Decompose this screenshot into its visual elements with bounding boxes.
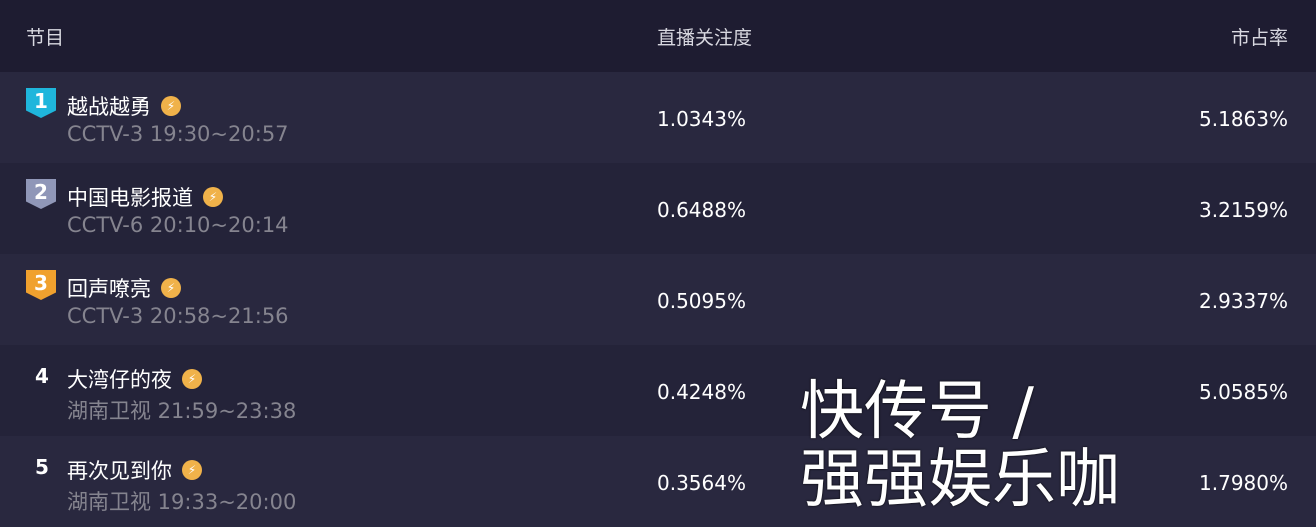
program-title-wrap: 中国电影报道 ⚡ <box>67 182 223 212</box>
channel-time: CCTV-3 20:58~21:56 <box>67 304 289 328</box>
channel-time: 湖南卫视 21:59~23:38 <box>67 399 297 423</box>
channel-time: CCTV-3 19:30~20:57 <box>67 122 289 146</box>
header-attention[interactable]: 直播关注度 <box>657 26 753 49</box>
table-row[interactable]: 4 大湾仔的夜 ⚡ 湖南卫视 21:59~23:38 0.4248% 5.0585… <box>0 345 1316 436</box>
program-title-wrap: 回声嘹亮 ⚡ <box>67 273 181 303</box>
program-title[interactable]: 大湾仔的夜 <box>67 368 172 392</box>
program-title[interactable]: 越战越勇 <box>67 95 151 119</box>
header-share[interactable]: 市占率 <box>1230 26 1288 49</box>
attention-value: 0.5095% <box>657 289 746 313</box>
share-value: 2.9337% <box>1199 289 1288 313</box>
lightning-icon: ⚡ <box>182 460 202 480</box>
program-title[interactable]: 再次见到你 <box>67 459 172 483</box>
channel-time: 湖南卫视 19:33~20:00 <box>67 490 297 514</box>
channel-time: CCTV-6 20:10~20:14 <box>67 213 289 237</box>
ranking-list: 1 越战越勇 ⚡ CCTV-3 19:30~20:57 1.0343% 5.186… <box>0 72 1316 527</box>
lightning-icon: ⚡ <box>182 369 202 389</box>
program-title[interactable]: 中国电影报道 <box>67 186 193 210</box>
table-row[interactable]: 5 再次见到你 ⚡ 湖南卫视 19:33~20:00 0.3564% 1.7980… <box>0 436 1316 527</box>
program-title-wrap: 大湾仔的夜 ⚡ <box>67 364 202 394</box>
share-value: 5.0585% <box>1199 380 1288 404</box>
program-title-wrap: 越战越勇 ⚡ <box>67 91 181 121</box>
rank-badge: 4 <box>35 364 49 388</box>
program-title[interactable]: 回声嘹亮 <box>67 277 151 301</box>
table-row[interactable]: 3 回声嘹亮 ⚡ CCTV-3 20:58~21:56 0.5095% 2.933… <box>0 254 1316 345</box>
attention-value: 0.3564% <box>657 471 746 495</box>
share-value: 3.2159% <box>1199 198 1288 222</box>
header-program: 节目 <box>26 26 65 49</box>
table-header: 节目 直播关注度 市占率 <box>0 0 1316 72</box>
lightning-icon: ⚡ <box>203 187 223 207</box>
attention-value: 1.0343% <box>657 107 746 131</box>
rank-badge: 1 <box>26 88 56 118</box>
table-row[interactable]: 1 越战越勇 ⚡ CCTV-3 19:30~20:57 1.0343% 5.186… <box>0 72 1316 163</box>
rank-badge: 3 <box>26 270 56 300</box>
rank-badge: 5 <box>35 455 49 479</box>
program-title-wrap: 再次见到你 ⚡ <box>67 455 202 485</box>
watermark: 快传号 / 强强娱乐咖 <box>800 375 1120 517</box>
share-value: 1.7980% <box>1199 471 1288 495</box>
share-value: 5.1863% <box>1199 107 1288 131</box>
table-row[interactable]: 2 中国电影报道 ⚡ CCTV-6 20:10~20:14 0.6488% 3.2… <box>0 163 1316 254</box>
attention-value: 0.6488% <box>657 198 746 222</box>
lightning-icon: ⚡ <box>161 96 181 116</box>
attention-value: 0.4248% <box>657 380 746 404</box>
rank-badge: 2 <box>26 179 56 209</box>
lightning-icon: ⚡ <box>161 278 181 298</box>
